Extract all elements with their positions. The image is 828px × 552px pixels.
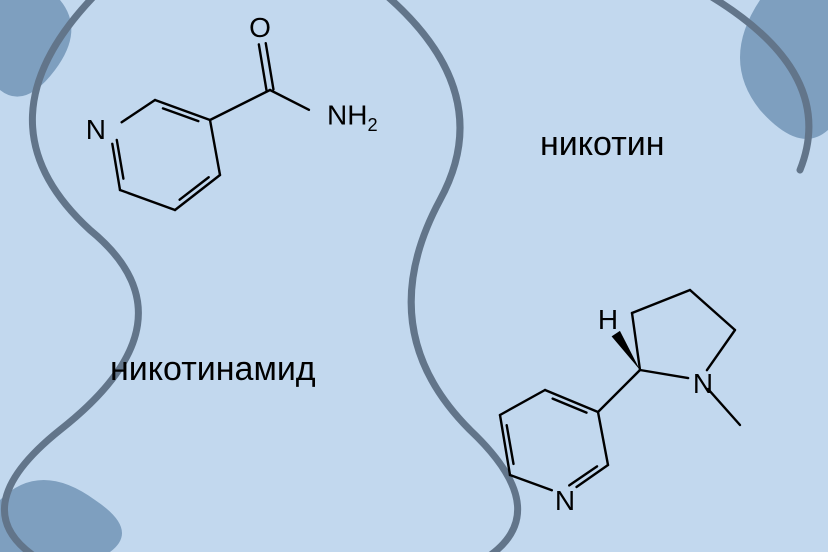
atom-h-nicotine: H: [598, 306, 618, 334]
label-nicotine: никотин: [540, 125, 665, 164]
atom-n-pyrrolidine: N: [693, 370, 713, 398]
label-nicotinamide: никотинамид: [110, 350, 316, 389]
background-blobs: [0, 0, 828, 552]
diagram-stage: никотинамид никотин N O NH2 N N H: [0, 0, 828, 552]
atom-n-ring-nicotinamide: N: [86, 116, 106, 144]
atom-nh2-nicotinamide: NH2: [327, 102, 378, 135]
atom-o-nicotinamide: O: [249, 14, 271, 42]
atom-n-ring-nicotine: N: [555, 487, 575, 515]
